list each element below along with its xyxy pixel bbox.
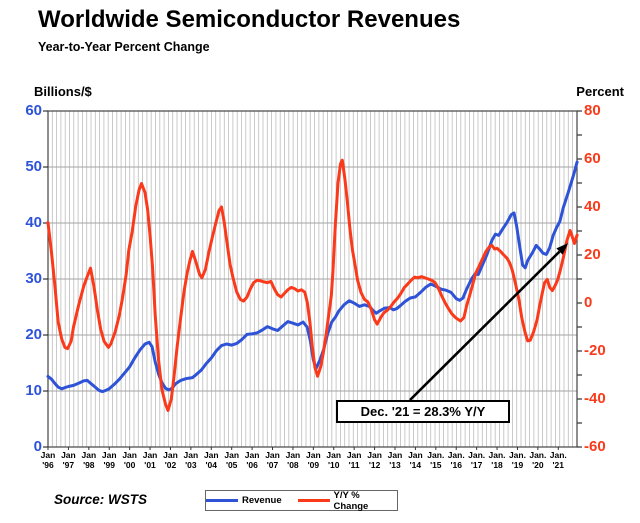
annotation-arrow-line	[409, 250, 561, 401]
series-line-revenue	[46, 160, 579, 394]
legend-label-revenue: Revenue	[242, 495, 282, 506]
revenue-line-swatch	[206, 499, 238, 502]
annotation-arrow-head	[556, 243, 569, 255]
legend-item-revenue: Revenue	[206, 495, 282, 506]
series-line-yoy	[46, 158, 579, 412]
legend-item-yoy: Y/Y % Change	[297, 489, 397, 512]
right-axis-title: Percent	[576, 84, 624, 99]
source-note: Source: WSTS	[54, 492, 148, 507]
page-title: Worldwide Semiconductor Revenues	[38, 6, 461, 33]
legend: Revenue Y/Y % Change	[205, 489, 398, 512]
yoy-line-swatch	[297, 499, 330, 502]
left-axis-title: Billions/$	[34, 84, 92, 99]
legend-label-yoy: Y/Y % Change	[333, 489, 369, 512]
annotation-callout: Dec. '21 = 28.3% Y/Y	[336, 400, 510, 423]
page-subtitle: Year-to-Year Percent Change	[38, 40, 210, 54]
